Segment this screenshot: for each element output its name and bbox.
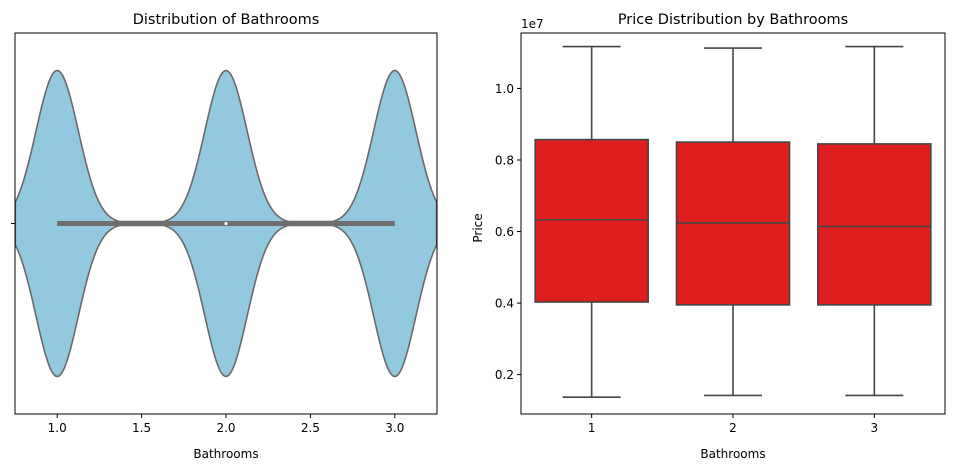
box-y-tick-label: 0.8 — [495, 154, 514, 168]
box-group — [534, 45, 649, 398]
box-x-tick-label: 3 — [871, 421, 879, 435]
violin-x-ticks: 1.0 1.5 2.0 2.5 3.0 — [48, 414, 404, 435]
box-x-tick-label: 1 — [588, 421, 596, 435]
box-y-tick-label: 0.4 — [495, 297, 514, 311]
box-group — [817, 45, 932, 397]
violin-x-tick-label: 1.0 — [48, 421, 67, 435]
box-plot-area — [534, 45, 932, 398]
violin-title: Distribution of Bathrooms — [133, 12, 320, 28]
box-x-ticks: 1 2 3 — [588, 414, 878, 435]
box-body — [534, 138, 649, 303]
box-x-tick-label: 2 — [729, 421, 737, 435]
violin-plot-area — [14, 69, 438, 378]
violin-x-tick-label: 3.0 — [385, 421, 404, 435]
box-y-tick-label: 1.0 — [495, 82, 514, 96]
box-y-label: Price — [471, 213, 485, 242]
violin-x-tick-label: 2.5 — [301, 421, 320, 435]
box-y-tick-label: 0.6 — [495, 225, 514, 239]
box-y-offset-label: 1e7 — [521, 17, 544, 31]
box-y-tick-label: 0.2 — [495, 368, 514, 382]
box-body — [817, 143, 932, 306]
violin-x-label: Bathrooms — [193, 447, 258, 461]
box-title: Price Distribution by Bathrooms — [618, 12, 848, 28]
box-x-label: Bathrooms — [700, 447, 765, 461]
violin-panel: Distribution of Bathrooms 1.0 1.5 2.0 2.5 3.… — [11, 12, 438, 461]
box-group — [675, 47, 791, 397]
violin-median-dot — [224, 221, 228, 226]
violin-axes-frame — [14, 32, 438, 415]
violin-x-tick-label: 2.0 — [216, 421, 235, 435]
violin-x-tick-label: 1.5 — [132, 421, 151, 435]
box-axes-frame — [520, 32, 946, 415]
box-y-ticks: 0.2 0.4 0.6 0.8 1.0 — [495, 82, 521, 382]
